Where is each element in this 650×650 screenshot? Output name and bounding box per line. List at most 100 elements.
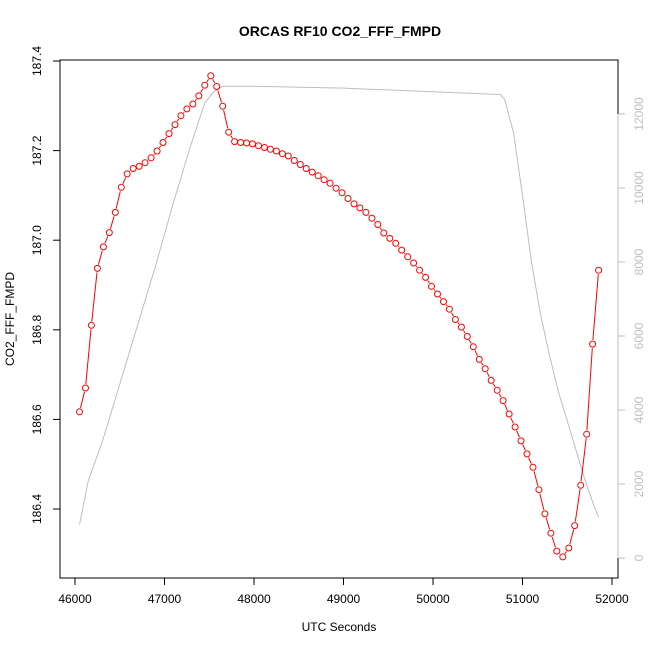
co2-segment [223, 109, 229, 129]
co2-segment [545, 517, 551, 530]
co2-point [589, 340, 597, 348]
co2-segment [439, 296, 442, 299]
co2-point [422, 273, 430, 281]
y-tick-label: 186.6 [30, 404, 44, 434]
co2-point [290, 157, 298, 164]
co2-segment [433, 289, 436, 292]
co2-point [332, 184, 340, 192]
co2-point [469, 343, 477, 351]
co2-segment [85, 329, 92, 385]
co2-point [380, 229, 388, 237]
altitude-line [79, 85, 600, 525]
co2-point [266, 145, 274, 153]
co2-point [499, 397, 507, 405]
x-tick-label: 49000 [327, 592, 361, 606]
co2-point [135, 162, 143, 170]
co2-segment [80, 391, 85, 409]
co2-segment [528, 457, 532, 464]
co2-segment [445, 304, 448, 307]
co2-point [547, 529, 555, 537]
co2-point [243, 139, 251, 147]
co2-segment [427, 280, 430, 284]
co2-point [410, 259, 418, 267]
co2-point [213, 83, 221, 90]
co2-segment [415, 265, 418, 268]
co2-point [189, 100, 197, 108]
y2-tick-label: 0 [632, 554, 646, 561]
co2-point [314, 172, 322, 180]
co2-segment [397, 245, 400, 248]
co2-segment [230, 135, 233, 139]
co2-segment [200, 88, 204, 93]
co2-point [320, 176, 328, 184]
plot-border [59, 59, 619, 579]
co2-point [493, 386, 501, 394]
x-axis: 46000 47000 48000 49000 50000 51000 52000 [58, 577, 629, 606]
y-tick-label: 186.8 [30, 314, 44, 344]
co2-segment [539, 493, 545, 511]
co2-segment [463, 330, 466, 334]
co2-point [529, 463, 537, 471]
co2-point [183, 105, 191, 113]
co2-point [326, 179, 334, 187]
co2-segment [158, 145, 162, 149]
co2-point [261, 144, 268, 151]
co2-segment [580, 438, 587, 482]
co2-segment [170, 127, 174, 131]
co2-segment [164, 136, 168, 140]
co2-point [177, 112, 185, 120]
x-tick-label: 46000 [58, 592, 92, 606]
co2-point [87, 321, 95, 329]
co2-point [344, 195, 352, 202]
co2-segment [510, 417, 514, 424]
co2-point [159, 139, 167, 146]
co2-point [445, 305, 453, 313]
co2-point [440, 298, 447, 306]
co2-segment [474, 350, 478, 357]
co2-point [225, 128, 233, 136]
co2-segment [109, 216, 115, 229]
co2-segment [492, 383, 496, 388]
co2-segment [122, 177, 127, 184]
co2-segment [533, 471, 539, 487]
co2-point [171, 121, 179, 129]
co2-point [392, 239, 400, 247]
y-tick-label: 187.4 [30, 46, 44, 76]
co2-point [404, 253, 412, 261]
co2-point [487, 376, 495, 384]
co2-point [207, 72, 215, 80]
co2-point [583, 430, 591, 438]
co2-point [398, 246, 406, 254]
co2-point [249, 140, 256, 148]
co2-point [457, 323, 465, 331]
y2-tick-label: 2000 [632, 470, 646, 497]
y-axis-left: 186.4 186.6 186.8 187.0 187.2 187.4 [30, 46, 61, 524]
co2-point [565, 544, 573, 552]
co2-point [362, 208, 370, 216]
co2-segment [403, 252, 406, 255]
co2-point [463, 333, 471, 340]
co2-point [535, 486, 543, 494]
chart-title: ORCAS RF10 CO2_FFF_FMPD [239, 23, 441, 39]
co2-point [434, 290, 441, 298]
co2-point [82, 384, 89, 392]
co2-segment [176, 118, 180, 122]
x-tick-label: 47000 [148, 592, 182, 606]
co2-point [117, 183, 125, 191]
y2-tick-label: 12000 [632, 97, 646, 131]
co2-point [595, 266, 603, 274]
co2-segment [183, 111, 185, 114]
co2-segment [212, 79, 216, 84]
co2-point [428, 282, 435, 290]
co2-point [165, 130, 173, 138]
co2-segment [592, 274, 599, 341]
co2-segment [450, 312, 454, 317]
co2-point [278, 150, 286, 158]
co2-point [147, 154, 155, 162]
co2-point [111, 208, 119, 216]
co2-point [93, 264, 101, 272]
co2-segment [564, 551, 567, 554]
co2-point [386, 234, 394, 242]
co2-point [517, 437, 525, 445]
